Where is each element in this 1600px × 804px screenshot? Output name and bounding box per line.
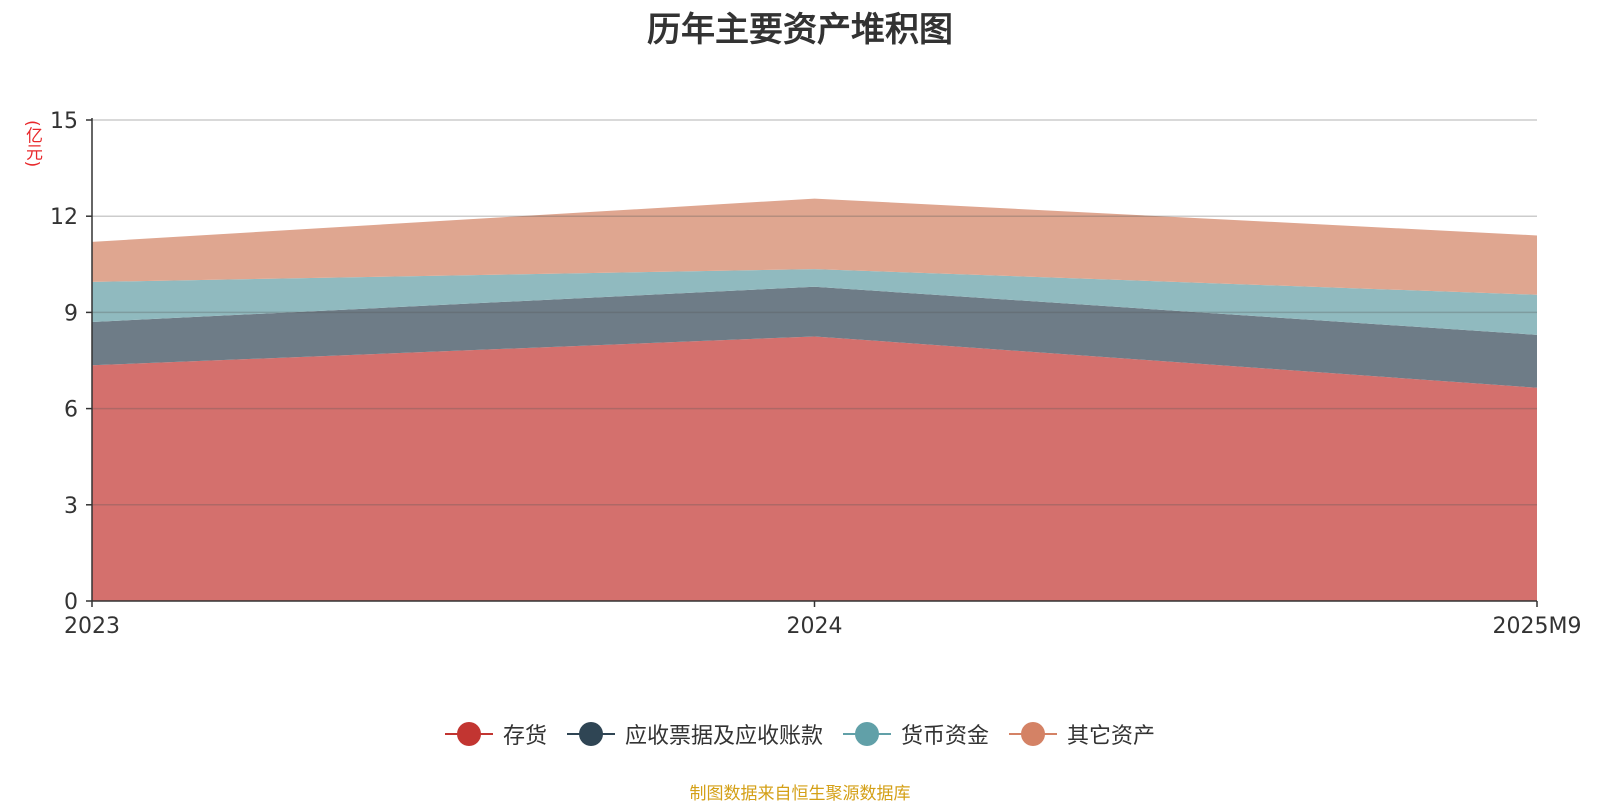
area-series-3 bbox=[92, 269, 1537, 335]
x-tick-label: 2024 bbox=[787, 614, 843, 639]
area-series-1 bbox=[92, 336, 1537, 601]
legend-marker-icon bbox=[1009, 722, 1058, 746]
legend-label: 其它资产 bbox=[1067, 724, 1156, 749]
legend: 存货 应收票据及应收账款 货币资金 其它资产 bbox=[0, 718, 1600, 750]
legend-dot bbox=[578, 722, 603, 746]
legend-dot bbox=[456, 722, 481, 746]
y-tick-label: 15 bbox=[50, 109, 78, 134]
legend-label: 应收票据及应收账款 bbox=[624, 724, 823, 749]
legend-item[interactable]: 存货 bbox=[444, 718, 547, 750]
area-series-2 bbox=[92, 286, 1537, 388]
y-axis-unit-label: (亿元) bbox=[22, 120, 42, 168]
legend-item[interactable]: 其它资产 bbox=[1009, 718, 1155, 750]
y-tick-label: 0 bbox=[64, 590, 78, 615]
y-tick-label: 3 bbox=[64, 494, 78, 519]
legend-item[interactable]: 货币资金 bbox=[843, 718, 989, 750]
chart-title: 历年主要资产堆积图 bbox=[647, 10, 953, 50]
legend-marker-icon bbox=[566, 722, 615, 746]
legend-dot bbox=[855, 722, 879, 746]
legend-marker-icon bbox=[444, 722, 493, 746]
legend-label: 货币资金 bbox=[901, 724, 990, 749]
y-tick-label: 9 bbox=[64, 301, 78, 326]
x-tick-label: 2023 bbox=[64, 614, 120, 639]
area-series-4 bbox=[92, 198, 1537, 295]
legend-item[interactable]: 应收票据及应收账款 bbox=[566, 718, 823, 750]
y-tick-label: 6 bbox=[64, 398, 78, 423]
legend-label: 存货 bbox=[502, 724, 547, 749]
legend-marker-icon bbox=[843, 722, 891, 746]
source-note: 制图数据来自恒生聚源数据库 bbox=[689, 784, 911, 804]
legend-dot bbox=[1021, 722, 1046, 746]
y-tick-label: 12 bbox=[50, 205, 78, 230]
x-tick-label: 2025M9 bbox=[1493, 614, 1582, 639]
